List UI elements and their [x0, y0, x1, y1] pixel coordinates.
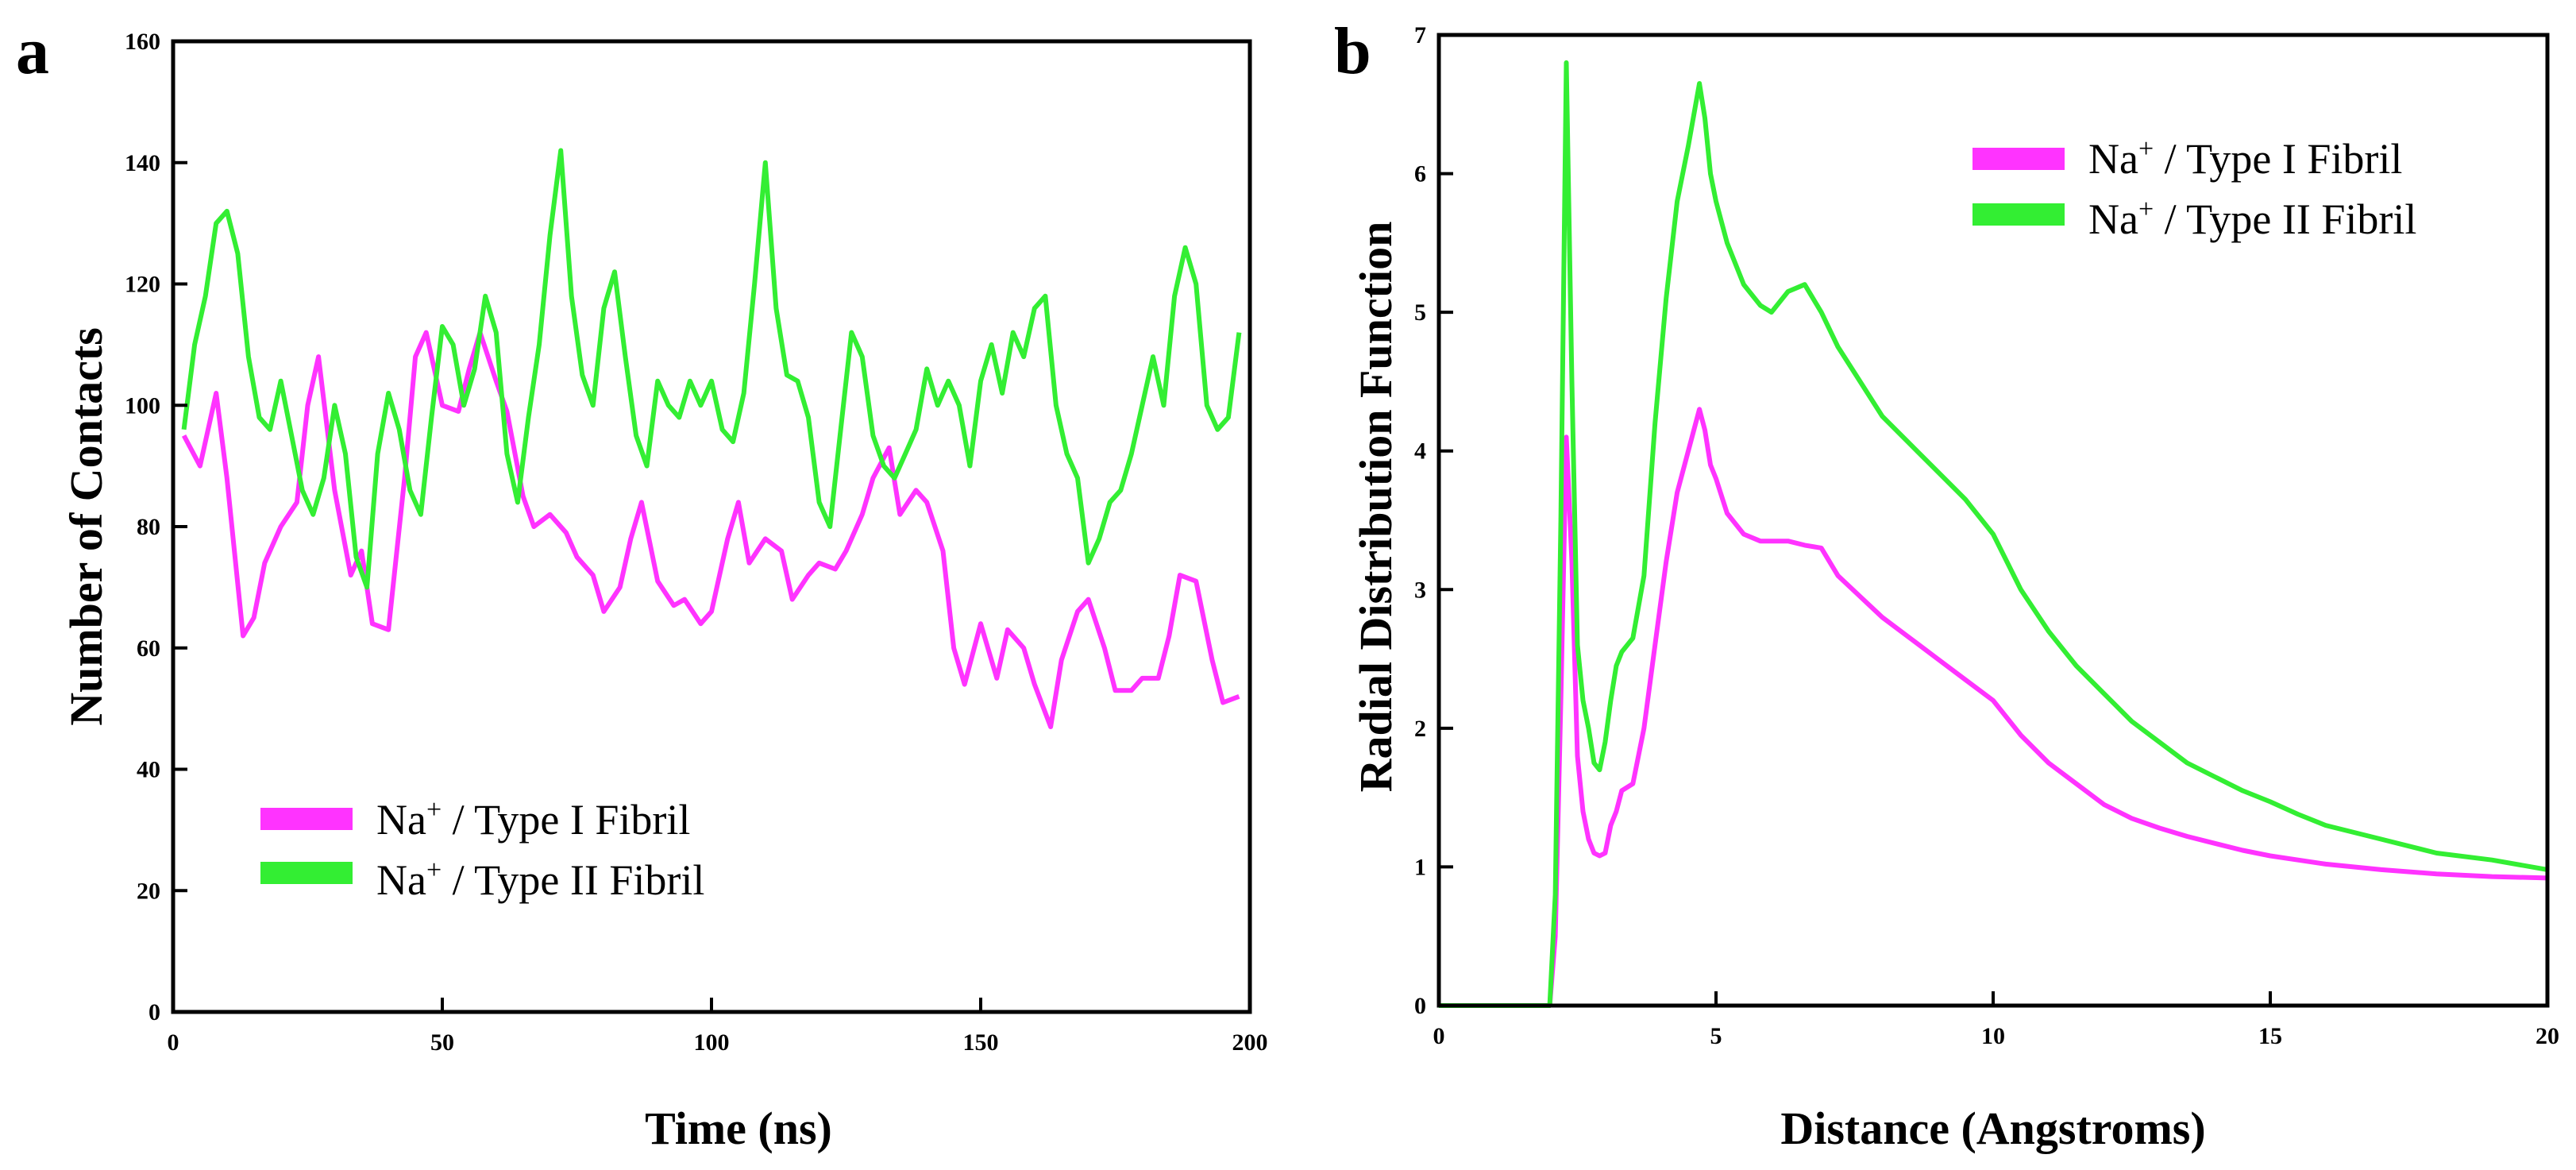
panel-b-y-tick-label: 1 — [1414, 854, 1426, 880]
panel-b-ticks: 0 5 10 15 20 0 1 2 3 4 5 6 7 — [1414, 22, 2559, 1049]
panel-b-y-tick-label: 0 — [1414, 993, 1426, 1019]
legend-label-superscript: + — [2138, 195, 2154, 224]
panel-a-legend-label-type-i: Na+ / Type I Fibril — [376, 795, 690, 844]
panel-a-x-tick-label: 200 — [1232, 1029, 1268, 1056]
panel-a-x-axis-title: Time (ns) — [645, 1102, 832, 1154]
panel-a-x-tick-label: 50 — [430, 1029, 454, 1056]
legend-label-superscript: + — [426, 855, 442, 885]
panel-a-y-tick-label: 40 — [137, 757, 160, 783]
panel-b-x-tick-label: 5 — [1710, 1023, 1722, 1049]
panel-b-y-axis-title: Radial Distribution Function — [1350, 222, 1402, 793]
panel-b-series-line-type-ii — [1439, 60, 2548, 1008]
panel-b-letter: b — [1334, 14, 1371, 88]
legend-label-rest: / Type I Fibril — [442, 796, 690, 844]
panel-b-y-tick-label: 5 — [1414, 299, 1426, 326]
panel-a-x-tick-label: 100 — [694, 1029, 730, 1056]
panel-b-x-tick-label: 15 — [2258, 1023, 2282, 1049]
legend-label-base: Na — [2088, 195, 2138, 243]
panel-a-y-tick-label: 20 — [137, 878, 160, 904]
panel-b-legend-label-type-i: Na+ / Type I Fibril — [2088, 134, 2402, 183]
panel-b-series-layer — [1439, 60, 2548, 1008]
legend-label-superscript: + — [2138, 134, 2154, 164]
panel-a-y-tick-label: 160 — [125, 29, 160, 55]
legend-label-rest: / Type I Fibril — [2154, 135, 2402, 183]
panel-a-ticks: 0 50 100 150 200 0 20 40 60 80 100 120 140 160 — [125, 29, 1268, 1056]
panel-a-legend-swatch-type-ii — [260, 862, 353, 884]
panel-b-legend-swatch-type-i — [1972, 148, 2065, 170]
legend-label-base: Na — [376, 796, 426, 844]
panel-a-y-tick-label: 100 — [125, 392, 160, 419]
panel-b-legend-swatch-type-ii — [1972, 203, 2065, 226]
panel-a-chart: a 0 50 100 150 200 0 20 40 60 80 100 120 140 160 Numb… — [16, 14, 1268, 1154]
panel-b-y-tick-label: 7 — [1414, 22, 1426, 48]
legend-label-rest: / Type II Fibril — [442, 856, 704, 904]
panel-a-series-line-type-ii — [181, 148, 1242, 590]
legend-label-base: Na — [376, 856, 426, 904]
panel-b-legend-label-type-ii: Na+ / Type II Fibril — [2088, 195, 2416, 243]
legend-label-rest: / Type II Fibril — [2154, 195, 2416, 243]
panel-a-legend-label-type-ii: Na+ / Type II Fibril — [376, 855, 704, 904]
panel-a-x-tick-label: 0 — [168, 1029, 179, 1056]
legend-label-base: Na — [2088, 135, 2138, 183]
panel-b-x-tick-label: 20 — [2536, 1023, 2559, 1049]
panel-a-letter: a — [16, 14, 49, 88]
legend-label-superscript: + — [426, 795, 442, 824]
panel-a-series-layer — [181, 148, 1242, 729]
panel-b-x-tick-label: 10 — [1981, 1023, 2005, 1049]
panel-b-x-tick-label: 0 — [1433, 1023, 1445, 1049]
panel-b-y-tick-label: 2 — [1414, 716, 1426, 742]
panel-b-legend: Na+ / Type I Fibril Na+ / Type II Fibril — [1972, 134, 2416, 243]
panel-a-y-tick-label: 120 — [125, 272, 160, 298]
panel-a-y-tick-label: 140 — [125, 150, 160, 176]
panel-a-y-tick-label: 0 — [148, 999, 160, 1025]
panel-a-y-tick-label: 60 — [137, 635, 160, 662]
panel-a-legend-swatch-type-i — [260, 808, 353, 830]
panel-b-y-tick-label: 4 — [1414, 438, 1426, 465]
panel-a-legend: Na+ / Type I Fibril Na+ / Type II Fibril — [260, 795, 704, 904]
panel-a-y-axis-title: Number of Contacts — [60, 327, 112, 726]
panel-a-x-tick-label: 150 — [963, 1029, 999, 1056]
panel-b-y-tick-label: 3 — [1414, 577, 1426, 603]
panel-b-y-tick-label: 6 — [1414, 161, 1426, 187]
panel-a-y-tick-label: 80 — [137, 514, 160, 540]
panel-a-series-line-type-i — [181, 330, 1240, 729]
panel-b-chart: b 0 5 10 15 20 0 1 2 3 4 5 6 7 Radial Distribution F… — [1334, 14, 2559, 1154]
panel-b-series-line-type-i — [1439, 407, 2548, 1008]
panel-b-x-axis-title: Distance (Angstroms) — [1780, 1102, 2205, 1154]
